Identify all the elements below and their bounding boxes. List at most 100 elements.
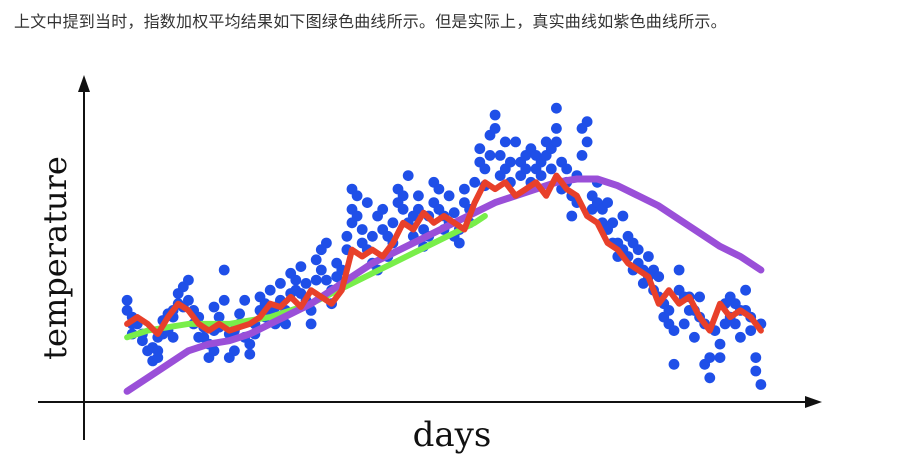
data-point: [750, 365, 762, 377]
data-point: [505, 156, 516, 168]
data-point: [264, 284, 276, 296]
data-point: [300, 278, 312, 289]
data-point: [704, 372, 716, 384]
data-point: [484, 150, 496, 161]
data-point: [305, 318, 317, 330]
data-point: [673, 264, 685, 276]
data-point: [735, 331, 746, 343]
y-axis-label: temperature: [36, 156, 74, 360]
data-point: [551, 102, 562, 114]
data-point: [244, 348, 256, 360]
data-point: [694, 291, 705, 303]
data-point: [653, 271, 665, 283]
data-point: [433, 183, 445, 195]
data-point: [474, 143, 486, 155]
data-point: [663, 305, 675, 316]
red-curve: [124, 172, 764, 337]
data-point: [643, 251, 654, 262]
data-point: [551, 122, 562, 134]
data-point: [704, 352, 716, 363]
data-point: [689, 331, 700, 343]
data-point: [361, 197, 373, 209]
data-point: [561, 163, 573, 175]
data-point: [218, 294, 230, 306]
data-point: [551, 136, 562, 148]
y-axis-arrowhead: [78, 75, 90, 92]
data-point: [244, 338, 256, 350]
data-point: [229, 345, 240, 357]
data-point: [479, 163, 491, 175]
data-point: [402, 170, 414, 182]
axes: [38, 75, 822, 440]
data-point: [183, 274, 194, 286]
data-point: [607, 217, 619, 229]
data-point: [602, 197, 613, 209]
data-point: [469, 176, 481, 188]
data-point: [443, 190, 455, 202]
data-point: [351, 210, 363, 222]
data-point: [714, 352, 726, 363]
data-point: [310, 274, 322, 286]
data-point: [367, 230, 378, 242]
data-point: [510, 136, 521, 148]
data-point: [535, 170, 547, 182]
data-point: [152, 345, 164, 357]
data-point: [740, 284, 751, 296]
data-point: [520, 163, 532, 175]
data-point: [581, 116, 593, 128]
data-point: [377, 203, 389, 215]
data-point: [745, 325, 757, 336]
data-point: [356, 224, 368, 235]
data-point: [729, 318, 741, 330]
data-point: [448, 207, 460, 219]
data-point: [341, 230, 353, 242]
data-point: [397, 203, 409, 215]
data-point: [576, 150, 588, 161]
data-point: [617, 210, 629, 222]
scatter-points: [121, 102, 767, 390]
data-point: [545, 163, 557, 175]
purple-curve: [123, 175, 765, 395]
x-axis-label: days: [413, 415, 492, 455]
data-point: [413, 190, 424, 202]
data-point: [321, 237, 332, 249]
data-point: [714, 338, 726, 350]
data-point: [208, 301, 220, 313]
data-point: [290, 274, 302, 286]
data-point: [387, 217, 399, 229]
data-point: [183, 294, 194, 306]
data-point: [750, 352, 762, 363]
data-point: [321, 274, 332, 286]
data-point: [397, 190, 409, 202]
data-point: [489, 122, 501, 134]
data-point: [581, 136, 593, 148]
data-point: [295, 261, 307, 272]
data-point: [137, 335, 148, 347]
data-point: [208, 345, 220, 357]
data-point: [315, 264, 327, 276]
curve-lines: [123, 172, 765, 395]
data-point: [566, 210, 578, 222]
data-point: [459, 183, 470, 195]
data-point: [234, 308, 246, 320]
x-axis-arrowhead: [805, 396, 822, 408]
data-point: [755, 379, 767, 390]
data-point: [632, 244, 644, 256]
data-point: [121, 294, 133, 306]
data-point: [668, 325, 680, 336]
data-point: [310, 254, 322, 266]
data-point: [494, 150, 506, 161]
data-point: [218, 264, 230, 276]
caption-text: 上文中提到当时，指数加权平均结果如下图绿色曲线所示。但是实际上，真实曲线如紫色曲…: [14, 12, 727, 31]
data-point: [351, 190, 363, 202]
data-point: [668, 358, 680, 370]
data-point: [167, 331, 179, 343]
data-point: [678, 318, 690, 330]
data-point: [213, 311, 225, 323]
data-point: [453, 237, 465, 249]
data-point: [239, 294, 251, 306]
data-point: [499, 136, 511, 148]
data-point: [275, 278, 286, 289]
data-point: [489, 109, 501, 121]
